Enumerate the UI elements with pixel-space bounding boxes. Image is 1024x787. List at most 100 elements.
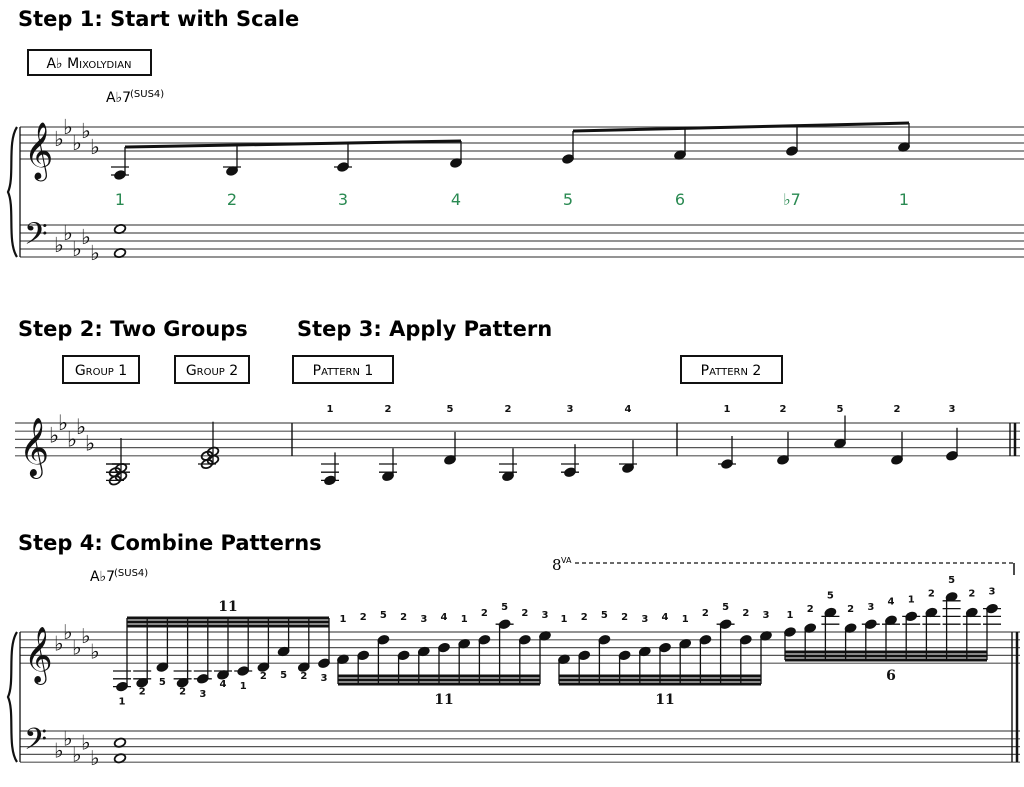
group2-label: Group 2 <box>186 363 238 379</box>
label-box-group1: Group 1 <box>62 355 140 384</box>
whole-note <box>108 467 122 478</box>
chord-symbol-step4: A♭7 (SUS4) <box>90 568 148 585</box>
whole-note <box>113 247 127 259</box>
fingering-number: 2 <box>742 608 749 619</box>
fingering-number: 1 <box>119 697 126 708</box>
fingering-number: 2 <box>360 612 367 623</box>
fingering-number: 2 <box>894 404 901 415</box>
flat-icon: ♭ <box>54 738 64 762</box>
flat-icon: ♭ <box>90 639 100 663</box>
fingering-number: 2 <box>481 608 488 619</box>
flat-icon: ♭ <box>49 423 59 448</box>
fingering-number: 4 <box>625 404 632 415</box>
tuplet-number: 6 <box>886 668 896 684</box>
fingering-number: 5 <box>159 677 166 688</box>
scale-degree: 1 <box>115 190 125 209</box>
flat-icon: ♭ <box>63 620 73 644</box>
whole-note <box>113 753 127 764</box>
chord-root: A♭7 <box>106 90 131 106</box>
fingering-number: 3 <box>867 602 874 613</box>
group1-label: Group 1 <box>75 363 127 379</box>
bass-clef-icon: 𝄢 <box>24 216 48 259</box>
fingering-number: 4 <box>888 596 895 607</box>
fingering-number: 5 <box>948 575 955 586</box>
treble-clef-icon: 𝄞 <box>19 417 49 479</box>
fingering-number: 1 <box>561 614 568 625</box>
fingering-number: 2 <box>400 612 407 623</box>
scale-degree: 1 <box>899 190 909 209</box>
bass-clef-icon: 𝄢 <box>24 723 47 764</box>
fingering-number: 3 <box>542 610 549 621</box>
fingering-number: 1 <box>908 594 915 605</box>
whole-note <box>113 737 127 748</box>
whole-note <box>200 450 214 461</box>
flat-icon: ♭ <box>54 127 64 151</box>
whole-note <box>113 223 127 235</box>
fingering-number: 1 <box>787 610 794 621</box>
treble-clef-icon: 𝄞 <box>24 627 53 685</box>
flat-icon: ♭ <box>81 624 91 648</box>
chord-extension: (SUS4) <box>130 89 164 100</box>
whole-note <box>114 463 128 474</box>
flat-icon: ♭ <box>63 221 73 245</box>
step4-heading: Step 4: Combine Patterns <box>18 531 322 555</box>
flat-icon: ♭ <box>81 731 91 755</box>
label-box-group2: Group 2 <box>174 355 250 384</box>
flat-icon: ♭ <box>54 632 64 656</box>
tuplet-number: 11 <box>218 599 237 615</box>
fingering-number: 2 <box>928 589 935 600</box>
ottava-suffix: VA <box>561 556 572 565</box>
step2-heading: Step 2: Two Groups <box>18 317 248 341</box>
fingering-number: 5 <box>447 404 454 415</box>
flat-icon: ♭ <box>81 225 91 249</box>
fingering-number: 1 <box>240 681 247 692</box>
step3-heading: Step 3: Apply Pattern <box>297 317 552 341</box>
scale-degree: ♭7 <box>783 190 801 209</box>
pattern1-label: Pattern 1 <box>313 363 374 379</box>
chord-extension: (SUS4) <box>114 568 148 579</box>
fingering-number: 2 <box>621 612 628 623</box>
chord-root: A♭7 <box>90 569 115 585</box>
flat-icon: ♭ <box>72 131 82 155</box>
flat-icon: ♭ <box>63 115 73 139</box>
fingering-number: 2 <box>702 608 709 619</box>
fingering-number: 5 <box>827 591 834 602</box>
fingering-number: 3 <box>949 404 956 415</box>
flat-icon: ♭ <box>85 432 95 457</box>
flat-icon: ♭ <box>76 415 86 440</box>
fingering-number: 2 <box>968 589 975 600</box>
fingering-number: 3 <box>199 689 206 700</box>
fingering-number: 3 <box>989 587 996 598</box>
fingering-number: 1 <box>724 404 731 415</box>
fingering-number: 2 <box>521 608 528 619</box>
label-box-pattern2: Pattern 2 <box>680 355 783 384</box>
chord-symbol-step1: A♭7 (SUS4) <box>106 89 164 106</box>
scale-degree: 4 <box>451 190 461 209</box>
fingering-number: 3 <box>763 610 770 621</box>
fingering-number: 4 <box>220 679 227 690</box>
fingering-number: 2 <box>385 404 392 415</box>
fingering-number: 4 <box>441 612 448 623</box>
fingering-number: 4 <box>662 612 669 623</box>
tuplet-number: 11 <box>434 692 453 708</box>
ottava-marking: 8 VA <box>552 556 1015 575</box>
flat-icon: ♭ <box>90 135 100 159</box>
fingering-number: 1 <box>461 614 468 625</box>
brace <box>6 126 18 258</box>
flat-icon: ♭ <box>72 742 82 766</box>
fingering-number: 3 <box>641 614 648 625</box>
flat-icon: ♭ <box>63 727 73 751</box>
flat-icon: ♭ <box>58 411 68 436</box>
flat-icon: ♭ <box>72 237 82 261</box>
pattern2-label: Pattern 2 <box>701 363 762 379</box>
scale-degree: 2 <box>227 190 237 209</box>
fingering-number: 2 <box>807 604 814 615</box>
fingering-number: 5 <box>280 670 287 681</box>
fingering-number: 5 <box>722 602 729 613</box>
step1-heading: Step 1: Start with Scale <box>18 7 299 31</box>
ottava-number: 8 <box>552 556 562 574</box>
fingering-number: 2 <box>847 604 854 615</box>
fingering-number: 5 <box>501 602 508 613</box>
